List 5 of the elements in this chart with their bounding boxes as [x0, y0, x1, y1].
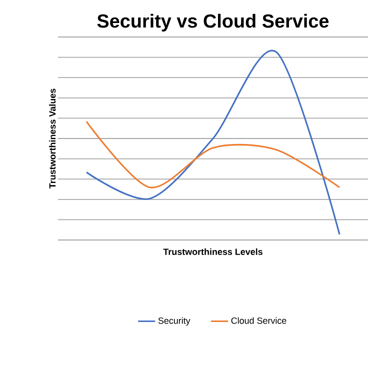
- x-axis-title: Trustworthiness Levels: [163, 248, 262, 255]
- y-axis-title: Trustworthiness Values: [49, 88, 56, 188]
- legend-label: Security: [158, 317, 190, 326]
- chart-title: Security vs Cloud Service: [97, 14, 329, 32]
- legend-label: Cloud Service: [231, 317, 286, 324]
